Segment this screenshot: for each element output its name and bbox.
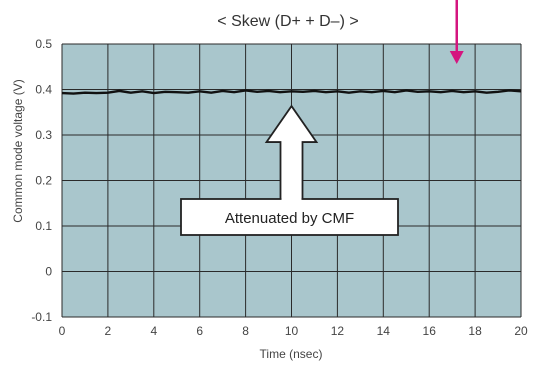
x-tick-label: 8 [242,324,249,338]
x-tick-label: 12 [331,324,345,338]
series-line [61,89,522,95]
x-tick-label: 6 [196,324,203,338]
marker-arrow [449,0,464,64]
callout-seam [281,198,302,201]
x-tick-label: 2 [105,324,112,338]
y-axis-label: Common mode voltage (V) [11,79,25,222]
callout: Attenuated by CMF [180,104,399,236]
x-tick-label: 0 [59,324,66,338]
callout-text: Attenuated by CMF [225,210,354,227]
x-tick-label: 4 [150,324,157,338]
x-axis-label: Time (nsec) [260,347,323,361]
x-tick-label: 20 [514,324,528,338]
y-tick-label: -0.1 [31,310,52,324]
x-tick-labels: 0 2 4 6 8 10 12 14 16 18 20 [59,324,528,338]
y-tick-label: 0.3 [35,128,52,142]
x-tick-label: 14 [377,324,391,338]
y-tick-label: 0.4 [35,83,52,97]
y-tick-label: 0.5 [35,37,52,51]
x-tick-label: 10 [285,324,299,338]
chart-title: < Skew (D+ + D–) > [217,13,358,30]
x-tick-label: 16 [423,324,437,338]
y-tick-labels: -0.1 0 0.1 0.2 0.3 0.4 0.5 [31,37,52,324]
y-tick-label: 0.2 [35,174,52,188]
marker-arrow-head [449,51,464,64]
x-tick-label: 18 [468,324,482,338]
callout-box [180,198,399,236]
y-tick-label: 0.1 [35,219,52,233]
y-tick-label: 0 [45,265,52,279]
